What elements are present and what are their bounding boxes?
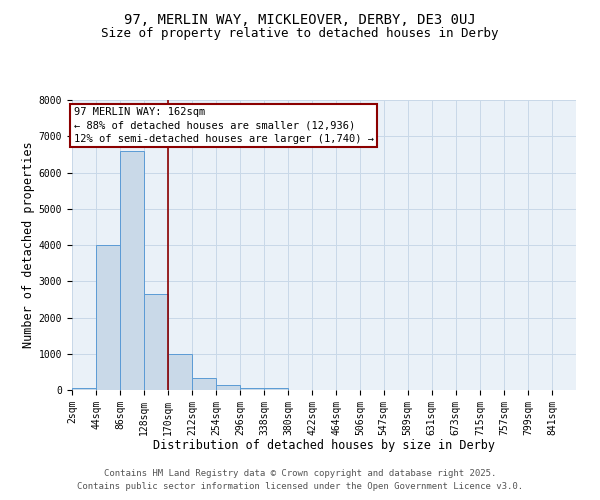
Bar <box>144 294 168 390</box>
X-axis label: Distribution of detached houses by size in Derby: Distribution of detached houses by size … <box>153 439 495 452</box>
Text: Contains HM Land Registry data © Crown copyright and database right 2025.: Contains HM Land Registry data © Crown c… <box>104 468 496 477</box>
Bar <box>192 378 216 390</box>
Text: Size of property relative to detached houses in Derby: Size of property relative to detached ho… <box>101 28 499 40</box>
Text: 97, MERLIN WAY, MICKLEOVER, DERBY, DE3 0UJ: 97, MERLIN WAY, MICKLEOVER, DERBY, DE3 0… <box>124 12 476 26</box>
Text: Contains public sector information licensed under the Open Government Licence v3: Contains public sector information licen… <box>77 482 523 491</box>
Bar <box>168 354 192 390</box>
Y-axis label: Number of detached properties: Number of detached properties <box>22 142 35 348</box>
Bar <box>264 388 288 390</box>
Text: 97 MERLIN WAY: 162sqm
← 88% of detached houses are smaller (12,936)
12% of semi-: 97 MERLIN WAY: 162sqm ← 88% of detached … <box>74 108 374 144</box>
Bar <box>96 245 120 390</box>
Bar <box>216 386 240 390</box>
Bar <box>72 388 96 390</box>
Bar <box>240 388 264 390</box>
Bar <box>120 151 144 390</box>
